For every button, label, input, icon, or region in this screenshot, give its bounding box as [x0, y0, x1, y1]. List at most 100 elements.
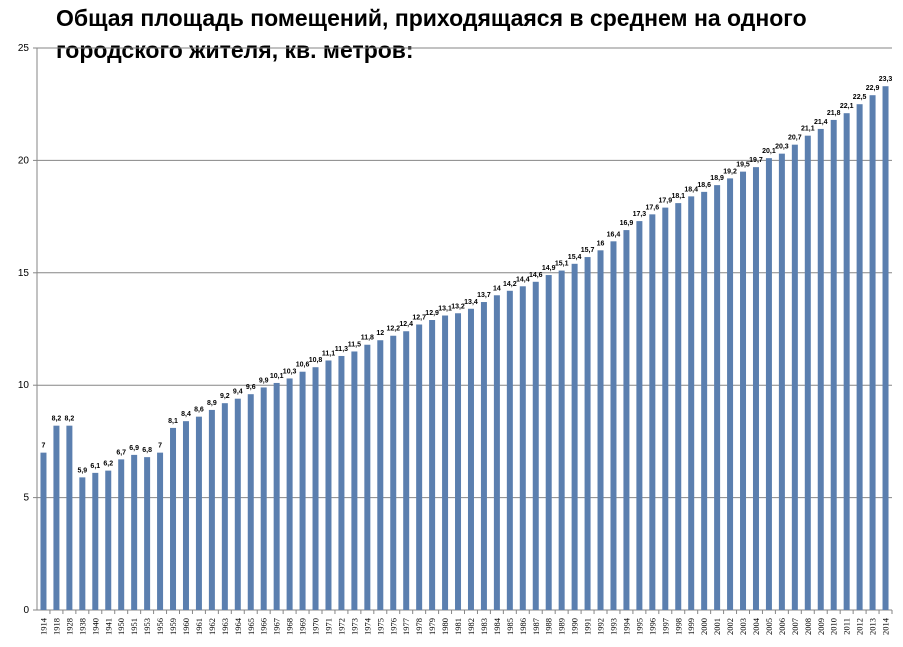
x-tick-label: 1985 [505, 618, 515, 635]
x-tick-label: 1998 [673, 618, 683, 635]
x-tick-label: 1976 [388, 618, 398, 635]
bar [869, 95, 876, 610]
data-label: 22,1 [840, 103, 854, 110]
x-tick-label: 1960 [181, 618, 191, 635]
data-label: 19,7 [749, 157, 763, 164]
data-label: 12 [376, 330, 384, 337]
bar [105, 470, 112, 610]
x-tick-label: 1986 [518, 618, 528, 635]
bar [403, 331, 410, 610]
bar [623, 230, 630, 610]
x-tick-label: 1995 [634, 618, 644, 635]
bar [843, 113, 850, 610]
data-label: 7 [42, 443, 46, 450]
bar [675, 203, 682, 610]
x-tick-label: 1974 [362, 617, 372, 635]
data-label: 13,4 [464, 299, 478, 306]
data-label: 7 [158, 443, 162, 450]
bar [416, 324, 423, 610]
data-label: 10,6 [296, 362, 310, 369]
x-tick-label: 1992 [596, 618, 606, 635]
x-tick-label: 1981 [453, 618, 463, 635]
data-label: 15,1 [555, 261, 569, 268]
data-label: 21,4 [814, 119, 828, 126]
bar [157, 452, 164, 610]
x-tick-label: 1918 [51, 618, 61, 635]
y-tick-label: 20 [18, 155, 30, 166]
x-tick-label: 1961 [194, 618, 204, 635]
x-tick-label: 2003 [738, 618, 748, 635]
data-label: 8,9 [207, 400, 217, 407]
bar [727, 178, 734, 610]
data-label: 20,3 [775, 144, 789, 151]
data-label: 16,4 [607, 231, 621, 238]
bar [791, 144, 798, 610]
x-tick-label: 2013 [868, 618, 878, 635]
x-tick-label: 1965 [246, 618, 256, 635]
data-label: 9,9 [259, 377, 269, 384]
x-tick-label: 1999 [686, 618, 696, 635]
bar [364, 344, 371, 610]
bar [882, 86, 889, 610]
bar [688, 196, 695, 611]
data-label: 14,6 [529, 272, 543, 279]
x-tick-label: 1938 [77, 618, 87, 635]
data-label: 6,7 [116, 449, 126, 456]
data-label: 13,2 [451, 303, 465, 310]
bar [752, 167, 759, 611]
x-tick-label: 1962 [207, 618, 217, 635]
data-label: 14,2 [503, 281, 517, 288]
bar [455, 313, 462, 610]
x-tick-label: 1996 [647, 618, 657, 635]
data-label: 16 [597, 240, 605, 247]
bar [467, 308, 474, 610]
data-label: 12,7 [412, 315, 426, 322]
data-label: 11,5 [348, 341, 361, 348]
data-label: 9,6 [246, 384, 256, 391]
bar [118, 459, 125, 610]
x-tick-label: 1928 [64, 618, 74, 635]
x-tick-label: 1953 [142, 618, 152, 635]
data-label: 12,2 [386, 326, 400, 333]
bar [649, 214, 656, 611]
x-tick-label: 1990 [570, 618, 580, 635]
x-tick-label: 1963 [220, 618, 230, 635]
data-label: 14,9 [542, 265, 556, 272]
x-tick-label: 2000 [699, 618, 709, 635]
x-tick-label: 1968 [285, 618, 295, 635]
bar [234, 398, 241, 610]
bar [493, 295, 500, 610]
bar [40, 452, 47, 610]
bar [338, 355, 345, 610]
data-label: 8,4 [181, 411, 191, 418]
data-label: 18,1 [671, 193, 685, 200]
bar [131, 454, 138, 610]
bar [532, 281, 539, 610]
bar [610, 241, 617, 610]
bar [830, 119, 837, 610]
bar [299, 371, 306, 610]
data-label: 22,5 [853, 94, 867, 101]
x-tick-label: 1983 [479, 618, 489, 635]
x-tick-label: 1975 [375, 618, 385, 635]
data-label: 14 [493, 285, 501, 292]
bar [53, 425, 60, 610]
bar [765, 158, 772, 611]
x-tick-label: 1971 [323, 618, 333, 635]
data-label: 8,6 [194, 407, 204, 414]
x-tick-label: 1969 [298, 618, 308, 635]
y-tick-label: 15 [18, 268, 30, 279]
data-label: 15,4 [568, 254, 582, 261]
bar [480, 302, 487, 610]
x-tick-label: 1956 [155, 618, 165, 635]
data-label: 15,7 [581, 247, 595, 254]
bar [286, 378, 293, 610]
data-label: 23,3 [879, 76, 893, 83]
data-label: 8,1 [168, 418, 178, 425]
x-tick-label: 1997 [660, 618, 670, 635]
bar [66, 425, 73, 610]
data-label: 19,5 [736, 162, 750, 169]
bar [558, 270, 565, 610]
bar [701, 191, 708, 610]
